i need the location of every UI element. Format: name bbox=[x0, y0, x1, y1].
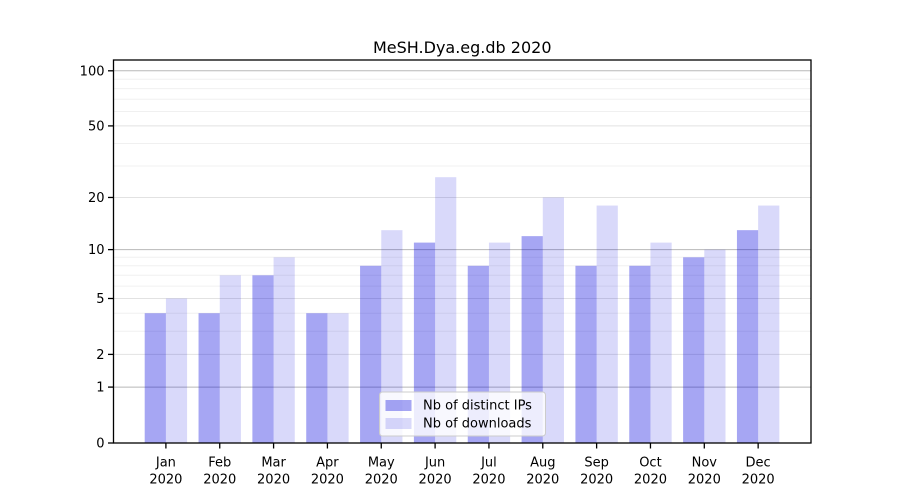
legend-swatch-downloads bbox=[385, 418, 412, 429]
bar-downloads-aug bbox=[542, 197, 564, 443]
chart-title: MeSH.Dya.eg.db 2020 bbox=[373, 38, 552, 57]
x-tick-label-month: Oct bbox=[639, 456, 661, 471]
legend-label-downloads: Nb of downloads bbox=[423, 417, 532, 432]
bar-distinct-ips-jan bbox=[144, 313, 166, 443]
y-tick-label: 5 bbox=[96, 292, 104, 307]
x-tick-label-month: May bbox=[368, 456, 395, 471]
bar-distinct-ips-dec bbox=[736, 230, 759, 443]
y-tick-label: 1 bbox=[96, 381, 104, 396]
x-tick-label-month: Jul bbox=[480, 456, 497, 471]
x-tick-label-month: Jun bbox=[424, 456, 445, 471]
y-tick-label: 50 bbox=[88, 119, 105, 134]
bar-downloads-oct bbox=[650, 242, 672, 443]
y-tick-label: 0 bbox=[96, 437, 104, 452]
x-tick-label-month: Apr bbox=[316, 456, 339, 471]
legend-label-distinct-ips: Nb of distinct IPs bbox=[423, 399, 532, 414]
x-tick-label-month: Dec bbox=[746, 456, 771, 471]
bar-downloads-jun bbox=[435, 177, 457, 444]
x-tick-label-year: 2020 bbox=[203, 473, 236, 488]
x-tick-label-month: Jan bbox=[155, 456, 176, 471]
bar-downloads-apr bbox=[327, 313, 349, 443]
plot-border bbox=[112, 59, 812, 444]
x-tick-label-year: 2020 bbox=[257, 473, 290, 488]
bar-downloads-feb bbox=[219, 275, 241, 443]
x-tick-label-year: 2020 bbox=[472, 473, 505, 488]
legend: Nb of distinct IPs Nb of downloads bbox=[379, 391, 546, 437]
gridlines bbox=[113, 70, 811, 388]
x-tick-label-month: Sep bbox=[584, 456, 609, 471]
x-tick-label-month: Mar bbox=[261, 456, 286, 471]
legend-box bbox=[379, 391, 546, 437]
x-tick-label-year: 2020 bbox=[688, 473, 721, 488]
bar-downloads-jan bbox=[165, 298, 188, 443]
bar-downloads-may bbox=[381, 230, 403, 443]
bar-downloads-mar bbox=[273, 257, 295, 443]
bar-downloads-sep bbox=[596, 205, 618, 443]
x-tick-label-month: Nov bbox=[692, 456, 718, 471]
x-tick-label-year: 2020 bbox=[419, 473, 452, 488]
x-tick-label-month: Aug bbox=[530, 456, 555, 471]
bar-distinct-ips-mar bbox=[252, 275, 274, 443]
bar-distinct-ips-oct bbox=[629, 265, 651, 443]
x-tick-label-month: Feb bbox=[208, 456, 231, 471]
y-tick-label: 2 bbox=[96, 348, 104, 363]
x-axis: Jan 2020 Feb 2020 Mar 2020 Apr 2020 May 2020 Jun 20… bbox=[149, 443, 775, 488]
bar-distinct-ips-nov bbox=[683, 257, 705, 443]
x-tick-label-year: 2020 bbox=[311, 473, 344, 488]
x-tick-label-year: 2020 bbox=[365, 473, 398, 488]
y-tick-label: 100 bbox=[80, 64, 105, 79]
legend-swatch-distinct-ips bbox=[385, 400, 412, 411]
x-tick-label-year: 2020 bbox=[742, 473, 775, 488]
bar-downloads-nov bbox=[704, 249, 726, 443]
bar-distinct-ips-may bbox=[360, 265, 382, 443]
x-tick-label-year: 2020 bbox=[149, 473, 182, 488]
bar-distinct-ips-apr bbox=[306, 313, 328, 443]
bar-downloads-dec bbox=[758, 205, 780, 443]
y-tick-label: 20 bbox=[88, 191, 105, 206]
x-tick-label-year: 2020 bbox=[526, 473, 559, 488]
bar-distinct-ips-feb bbox=[198, 313, 220, 443]
bar-distinct-ips-aug bbox=[521, 236, 543, 443]
y-axis: 0 1 2 5 10 20 50 100 bbox=[80, 64, 114, 452]
y-tick-label: 10 bbox=[88, 243, 105, 258]
x-tick-label-year: 2020 bbox=[634, 473, 667, 488]
x-tick-label-year: 2020 bbox=[580, 473, 613, 488]
bar-distinct-ips-sep bbox=[575, 265, 597, 443]
